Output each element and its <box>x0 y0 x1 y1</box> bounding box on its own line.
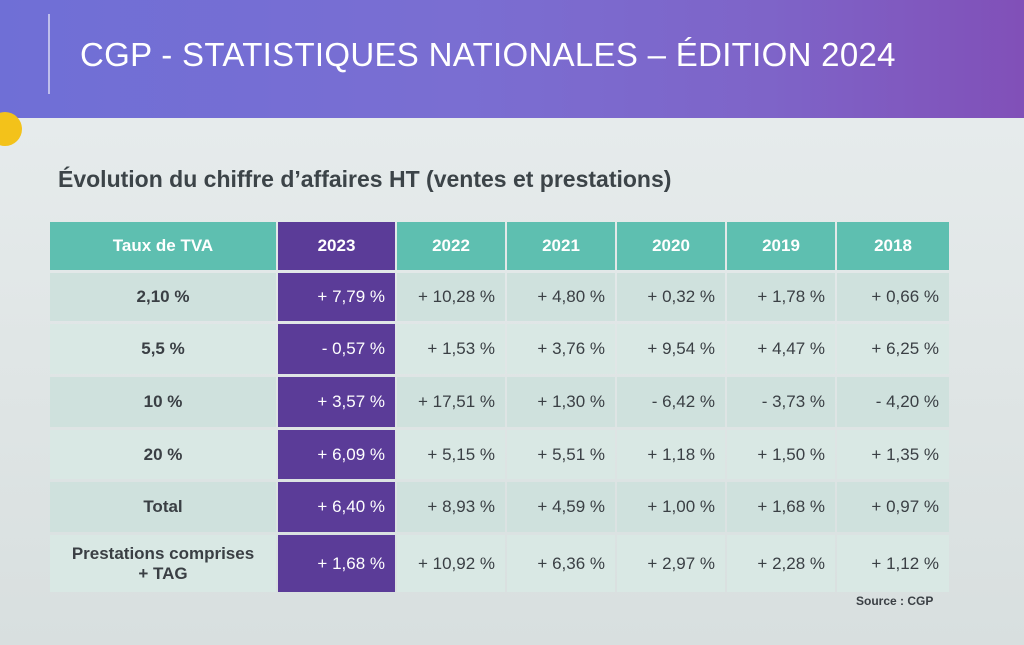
table-cell: + 6,25 % <box>837 324 949 374</box>
banner-divider <box>48 14 50 94</box>
page-title: CGP - STATISTIQUES NATIONALES – ÉDITION … <box>80 36 896 73</box>
table-cell: + 1,30 % <box>507 377 615 427</box>
column-header-2023: 2023 <box>278 222 395 270</box>
table-cell: + 17,51 % <box>397 377 505 427</box>
table-cell: - 4,20 % <box>837 377 949 427</box>
table-cell: + 1,68 % <box>727 482 835 532</box>
row-label-line1: Prestations comprises <box>71 543 255 563</box>
table-cell: + 4,80 % <box>507 273 615 321</box>
column-header-2022: 2022 <box>397 222 505 270</box>
table-cell: + 1,68 % <box>278 535 395 592</box>
row-label: 5,5 % <box>50 324 276 374</box>
table-cell: + 1,35 % <box>837 430 949 479</box>
row-label: 10 % <box>50 377 276 427</box>
table-cell: + 6,40 % <box>278 482 395 532</box>
column-header-2021: 2021 <box>507 222 615 270</box>
table-cell: + 4,59 % <box>507 482 615 532</box>
table-cell: + 2,28 % <box>727 535 835 592</box>
column-header-2018: 2018 <box>837 222 949 270</box>
title-banner: CGP - STATISTIQUES NATIONALES – ÉDITION … <box>0 0 1024 118</box>
table-cell: - 6,42 % <box>617 377 725 427</box>
table-cell: + 10,92 % <box>397 535 505 592</box>
table-cell: + 7,79 % <box>278 273 395 321</box>
table-cell: + 1,18 % <box>617 430 725 479</box>
table-cell: + 8,93 % <box>397 482 505 532</box>
table-cell: + 3,76 % <box>507 324 615 374</box>
column-header-2020: 2020 <box>617 222 725 270</box>
row-label: Total <box>50 482 276 532</box>
table-cell: + 1,00 % <box>617 482 725 532</box>
column-header-vat-rate: Taux de TVA <box>50 222 276 270</box>
table-cell: + 1,78 % <box>727 273 835 321</box>
table-cell: + 1,53 % <box>397 324 505 374</box>
table-cell: + 1,50 % <box>727 430 835 479</box>
table-cell: + 6,09 % <box>278 430 395 479</box>
row-label-line2: + TAG <box>138 563 188 583</box>
table-cell: + 2,97 % <box>617 535 725 592</box>
table-cell: + 10,28 % <box>397 273 505 321</box>
table-cell: + 9,54 % <box>617 324 725 374</box>
table-cell: + 5,51 % <box>507 430 615 479</box>
vat-revenue-table: Taux de TVA 2023 2022 2021 2020 2019 201… <box>50 222 950 592</box>
table-cell: + 6,36 % <box>507 535 615 592</box>
row-label: 20 % <box>50 430 276 479</box>
row-label: Prestations comprises + TAG <box>50 535 276 592</box>
column-header-2019: 2019 <box>727 222 835 270</box>
table-cell: + 3,57 % <box>278 377 395 427</box>
table-cell: + 4,47 % <box>727 324 835 374</box>
row-label: 2,10 % <box>50 273 276 321</box>
table-subtitle: Évolution du chiffre d’affaires HT (vent… <box>58 166 672 192</box>
table-cell: + 0,66 % <box>837 273 949 321</box>
table-cell: + 0,32 % <box>617 273 725 321</box>
table-cell: + 1,12 % <box>837 535 949 592</box>
table-cell: - 3,73 % <box>727 377 835 427</box>
accent-dot-icon <box>0 112 22 146</box>
table-cell: + 0,97 % <box>837 482 949 532</box>
source-note: Source : CGP <box>856 594 934 608</box>
table-cell: + 5,15 % <box>397 430 505 479</box>
table-cell: - 0,57 % <box>278 324 395 374</box>
